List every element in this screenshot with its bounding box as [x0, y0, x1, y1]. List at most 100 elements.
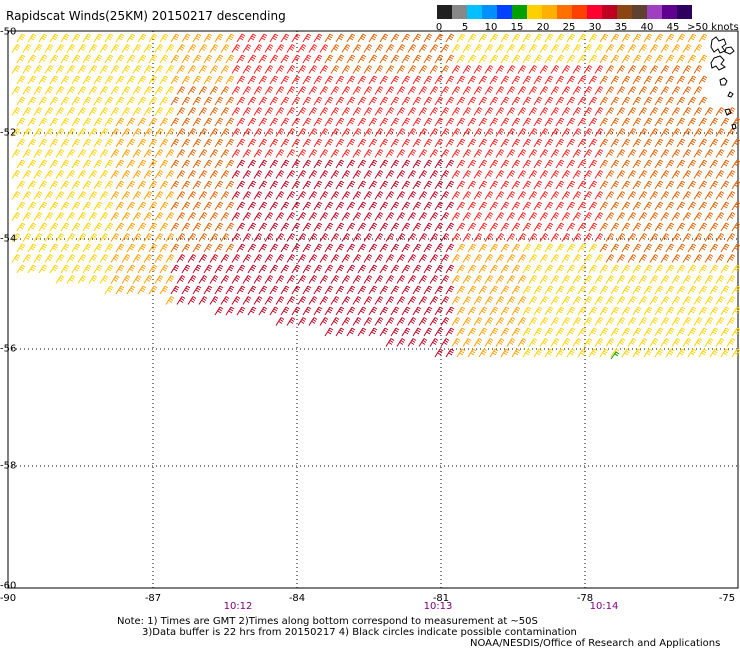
wind-barb	[286, 107, 296, 116]
wind-barb	[225, 201, 235, 211]
legend-swatch	[617, 5, 632, 19]
wind-barb	[539, 254, 549, 263]
wind-barb	[451, 254, 461, 263]
wind-barb	[291, 201, 301, 211]
note-line-2: 3)Data buffer is 22 hrs from 20150217 4)…	[142, 627, 577, 638]
wind-barb	[352, 317, 362, 326]
wind-barb	[698, 159, 708, 169]
wind-barb	[704, 275, 714, 284]
wind-barb	[599, 117, 609, 127]
wind-barb	[368, 180, 378, 190]
wind-barb	[456, 159, 466, 169]
wind-barb	[104, 243, 114, 253]
wind-barb	[621, 75, 631, 85]
wind-barb	[280, 285, 290, 295]
wind-barb	[374, 170, 384, 179]
wind-barb	[66, 149, 76, 158]
wind-barb	[187, 212, 197, 221]
wind-barb	[44, 254, 54, 263]
wind-barb	[418, 128, 428, 137]
wind-barb	[440, 65, 450, 74]
wind-barb	[319, 44, 329, 53]
wind-barb	[616, 275, 626, 284]
wind-barb	[423, 75, 433, 85]
wind-barb	[561, 65, 571, 74]
wind-barb	[236, 180, 246, 190]
wind-barb	[627, 296, 637, 305]
wind-barb	[616, 317, 626, 326]
wind-barb	[671, 149, 681, 158]
wind-barb	[126, 201, 136, 211]
wind-barb	[555, 327, 565, 337]
wind-barb	[429, 107, 439, 116]
wind-barb	[214, 96, 224, 106]
wind-barb	[665, 306, 675, 316]
wind-barb	[616, 296, 626, 305]
wind-barb	[671, 317, 681, 326]
wind-barb	[181, 75, 191, 85]
wind-barb	[330, 44, 340, 53]
wind-barb	[412, 117, 422, 127]
wind-barb	[456, 138, 466, 148]
wind-barb	[511, 348, 521, 358]
wind-barb	[638, 44, 648, 53]
wind-barb	[660, 233, 670, 242]
wind-barb	[456, 306, 466, 316]
wind-barb	[709, 222, 719, 232]
wind-barb	[71, 138, 81, 148]
wind-barb	[220, 149, 230, 158]
wind-barb	[368, 159, 378, 169]
wind-barb	[275, 254, 285, 263]
wind-barb	[484, 296, 494, 305]
wind-barb	[214, 159, 224, 169]
wind-barb	[374, 212, 384, 221]
wind-barb	[720, 180, 730, 190]
wind-barb	[462, 65, 472, 74]
wind-barb	[720, 159, 730, 169]
wind-barb	[478, 180, 488, 190]
wind-barb	[599, 306, 609, 316]
wind-barb	[676, 222, 686, 232]
wind-barb	[203, 138, 213, 148]
wind-barb	[715, 191, 725, 200]
wind-barb	[660, 191, 670, 200]
wind-barb	[506, 65, 516, 74]
wind-barb	[489, 285, 499, 295]
wind-barb	[566, 285, 576, 295]
wind-barb	[621, 243, 631, 253]
wind-barb	[115, 33, 125, 43]
wind-barb	[33, 254, 43, 263]
wind-barb	[159, 54, 169, 64]
wind-barb	[335, 117, 345, 127]
wind-barb	[27, 180, 37, 190]
wind-barb	[93, 159, 103, 169]
wind-barb	[533, 222, 543, 232]
wind-barb	[434, 54, 444, 64]
wind-barb	[605, 233, 615, 242]
wind-barb	[220, 212, 230, 221]
wind-barb	[264, 65, 274, 74]
wind-barb	[313, 117, 323, 127]
wind-barb	[676, 138, 686, 148]
note-line-3: NOAA/NESDIS/Office of Research and Appli…	[470, 638, 721, 649]
wind-barb	[82, 159, 92, 169]
wind-barb	[632, 75, 642, 85]
wind-barb	[16, 222, 26, 232]
wind-barb	[341, 128, 351, 137]
wind-barb	[209, 107, 219, 116]
wind-barb	[159, 222, 169, 232]
wind-barb	[198, 191, 208, 200]
wind-barb	[550, 170, 560, 179]
wind-barb	[38, 243, 48, 253]
wind-barb	[522, 201, 532, 211]
wind-barb	[440, 296, 450, 305]
wind-barb	[522, 285, 532, 295]
wind-barb	[49, 159, 59, 169]
wind-barb	[126, 75, 136, 85]
wind-barb	[632, 180, 642, 190]
wind-barb	[665, 201, 675, 211]
wind-barb	[610, 222, 620, 232]
wind-barb	[126, 285, 136, 295]
wind-barb	[11, 170, 21, 179]
wind-barb	[473, 191, 483, 200]
